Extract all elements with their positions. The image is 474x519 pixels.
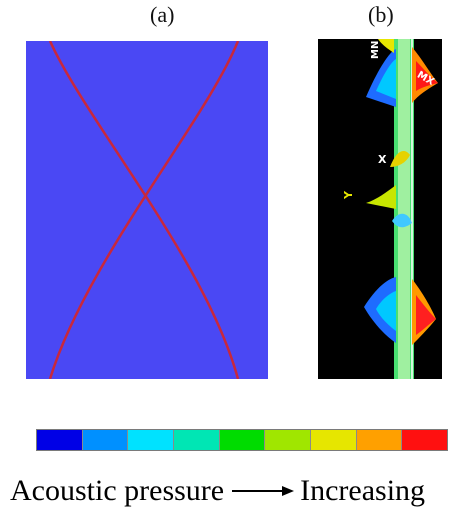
top-right-lobe-red [416,61,438,91]
y-axis-marker: Y [342,190,355,200]
colorbar-swatch-6 [265,430,312,450]
middle-feature-yellow [390,151,410,167]
panel-b-simulation: MN MX X Y [318,39,442,379]
colorbar-swatch-8 [356,430,403,450]
colorbar-swatch-4 [174,430,220,450]
caption-left-text: Acoustic pressure [10,474,225,507]
top-left-lobe-cyan [376,59,396,99]
colorbar-swatch-5 [219,430,266,450]
colorbar-swatch-7 [311,430,357,450]
colorbar-swatch-2 [82,430,129,450]
panel-a-label: (a) [150,2,175,27]
middle-feature-blue [392,213,412,228]
x-axis-marker: X [378,153,387,166]
top-yellow-patch [378,39,394,53]
mn-marker: MN [370,41,381,59]
right-arrow-icon [232,486,295,496]
pressure-colorbar [36,429,448,451]
panel-b-label: (b) [368,2,394,27]
channel-core [398,39,410,379]
caption-right-text: Increasing [300,474,426,507]
bottom-right-lobe-red [416,295,436,335]
middle-feature-green [366,185,396,209]
colorbar-swatch-3 [128,430,175,450]
panel-a-background [26,41,268,379]
colorbar-swatch-1 [37,430,83,450]
colorbar-swatch-9 [402,430,448,450]
panel-a-standing-wave [26,41,268,379]
colorbar-caption: Acoustic pressure Increasing [10,474,425,508]
wave-curve-2 [48,41,240,379]
bottom-left-lobe-cyan [376,291,396,331]
